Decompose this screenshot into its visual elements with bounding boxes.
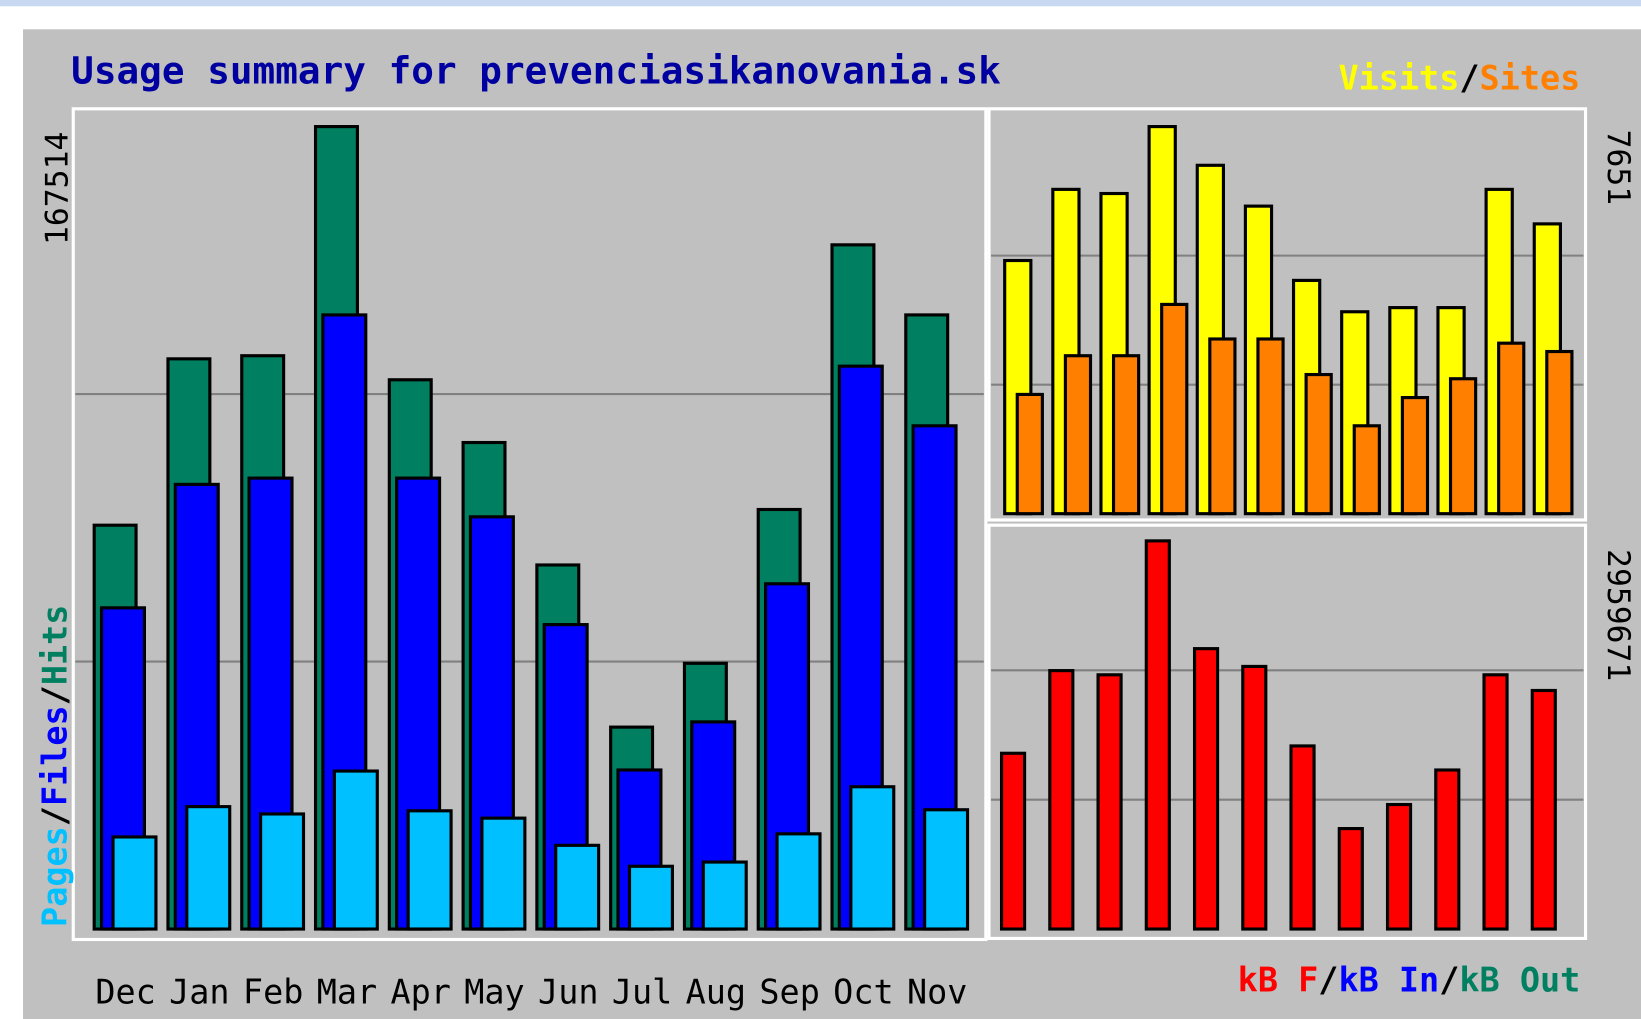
legend-separator: / — [35, 685, 74, 705]
x-tick-label: Nov — [907, 972, 967, 1011]
bar — [1111, 354, 1141, 516]
x-tick-label: Oct — [833, 972, 893, 1011]
y-max-label: 7651 — [1600, 130, 1636, 206]
legend-separator: / — [1439, 960, 1459, 999]
legend: Visits/Sites — [1338, 58, 1580, 97]
bar — [480, 816, 527, 931]
bar — [1337, 827, 1364, 931]
bar — [1063, 354, 1093, 516]
x-tick-label: Dec — [95, 972, 155, 1011]
legend: kB F/kB In/kB Out — [1238, 960, 1581, 999]
bar — [1256, 337, 1285, 516]
x-tick-label: Aug — [686, 972, 746, 1011]
bar — [1448, 377, 1478, 516]
bar — [1385, 802, 1413, 931]
bar — [1304, 372, 1333, 516]
bar — [406, 809, 453, 931]
panel-frame — [987, 107, 1588, 522]
bar — [332, 769, 379, 931]
bar — [1289, 744, 1316, 931]
legend-entry: kB F — [1238, 960, 1319, 999]
top-edge — [0, 0, 1641, 7]
legend-entry: Sites — [1480, 58, 1581, 97]
bar — [1208, 337, 1237, 516]
x-tick-label: Jul — [612, 972, 672, 1011]
x-tick-label: Sep — [759, 972, 819, 1011]
x-tick-label: Feb — [243, 972, 303, 1011]
bar — [259, 812, 306, 931]
bar — [1497, 341, 1526, 516]
bar — [1482, 673, 1509, 931]
x-tick-label: Jun — [538, 972, 598, 1011]
legend-separator: / — [1318, 960, 1338, 999]
bar — [999, 751, 1027, 931]
legend-entry: Pages — [35, 826, 74, 927]
bar — [775, 832, 822, 931]
legend: Pages/Files/Hits — [35, 605, 74, 927]
bar — [1241, 664, 1268, 931]
bar — [1048, 669, 1075, 931]
bar — [185, 805, 232, 931]
bar — [627, 864, 674, 931]
bar — [1160, 302, 1189, 516]
bar — [701, 860, 748, 931]
bar — [1352, 424, 1381, 516]
bar — [111, 835, 158, 931]
bar — [1434, 768, 1461, 931]
legend-separator: / — [1459, 58, 1479, 97]
x-tick-label: May — [464, 972, 524, 1011]
bar — [1530, 688, 1557, 931]
y-max-label: 2959671 — [1600, 549, 1636, 681]
legend-entry: Hits — [35, 605, 74, 686]
bar — [1192, 647, 1220, 931]
panel-frame — [987, 523, 1588, 941]
bar — [1096, 673, 1123, 931]
legend-entry: kB Out — [1459, 960, 1580, 999]
bar — [554, 843, 601, 931]
y-max-label: 167514 — [40, 132, 76, 245]
x-tick-label: Jan — [169, 972, 229, 1011]
bar — [1144, 539, 1171, 931]
legend-entry: kB In — [1338, 960, 1439, 999]
x-tick-label: Apr — [390, 972, 450, 1011]
legend-separator: / — [35, 806, 74, 826]
legend-entry: Files — [35, 705, 74, 806]
x-tick-label: Mar — [317, 972, 377, 1011]
bar — [1545, 349, 1574, 516]
bar — [1400, 396, 1430, 516]
bar — [849, 785, 896, 931]
panel-frame — [71, 107, 988, 942]
chart-title: Usage summary for prevenciasikanovania.s… — [71, 49, 1001, 93]
bar — [1015, 392, 1044, 516]
bar — [923, 808, 970, 931]
legend-entry: Visits — [1338, 58, 1459, 97]
